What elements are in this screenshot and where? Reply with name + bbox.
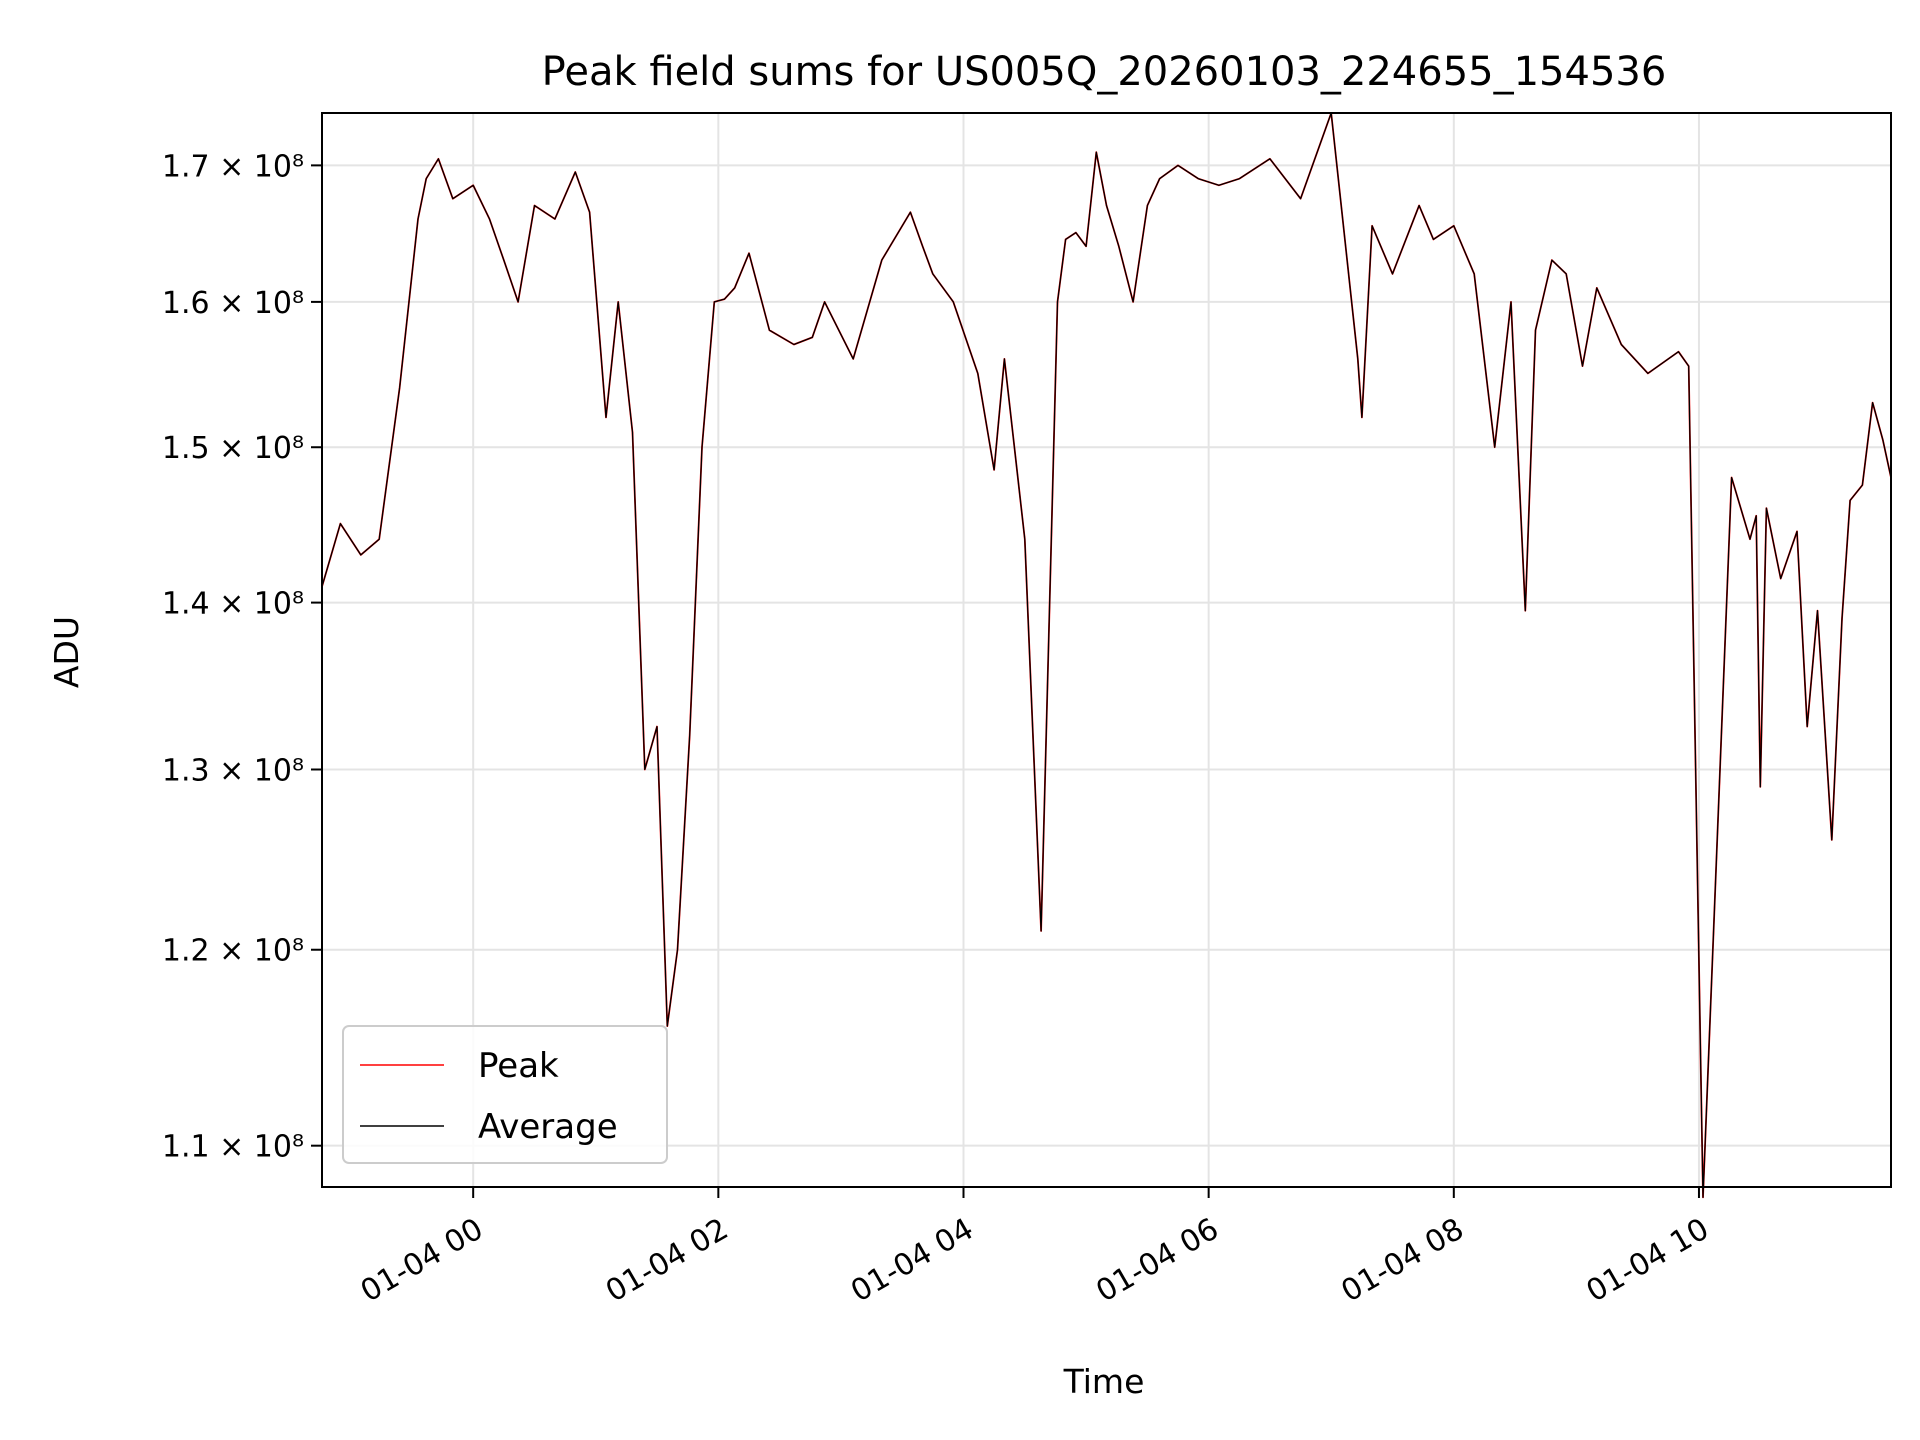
y-tick-label: 1.6 × 10⁸: [162, 286, 304, 321]
y-axis: 1.1 × 10⁸ 1.2 × 10⁸ 1.3 × 10⁸ 1.4 × 10⁸ 1.5 …: [162, 149, 322, 1165]
legend-frame: [342, 1025, 668, 1164]
legend-label-peak: Peak: [478, 1046, 559, 1086]
y-tick-label: 1.2 × 10⁸: [162, 934, 304, 969]
legend-label-average: Average: [478, 1107, 618, 1147]
series-group: [321, 112, 1892, 1199]
y-tick-label: 1.1 × 10⁸: [162, 1130, 304, 1165]
y-tick-label: 1.3 × 10⁸: [162, 753, 304, 788]
x-axis-label: Time: [1063, 1362, 1145, 1401]
grid-lines: [322, 113, 1891, 1187]
series-line-average: [321, 112, 1892, 1199]
plot-frame: [321, 112, 1892, 1188]
legend: Peak Average: [342, 1025, 668, 1164]
y-axis-label: ADU: [47, 616, 86, 688]
y-tick-label: 1.5 × 10⁸: [162, 431, 304, 466]
y-tick-label: 1.7 × 10⁸: [162, 149, 304, 184]
y-tick-label: 1.4 × 10⁸: [162, 587, 304, 622]
chart-title: Peak field sums for US005Q_20260103_2246…: [542, 49, 1667, 95]
